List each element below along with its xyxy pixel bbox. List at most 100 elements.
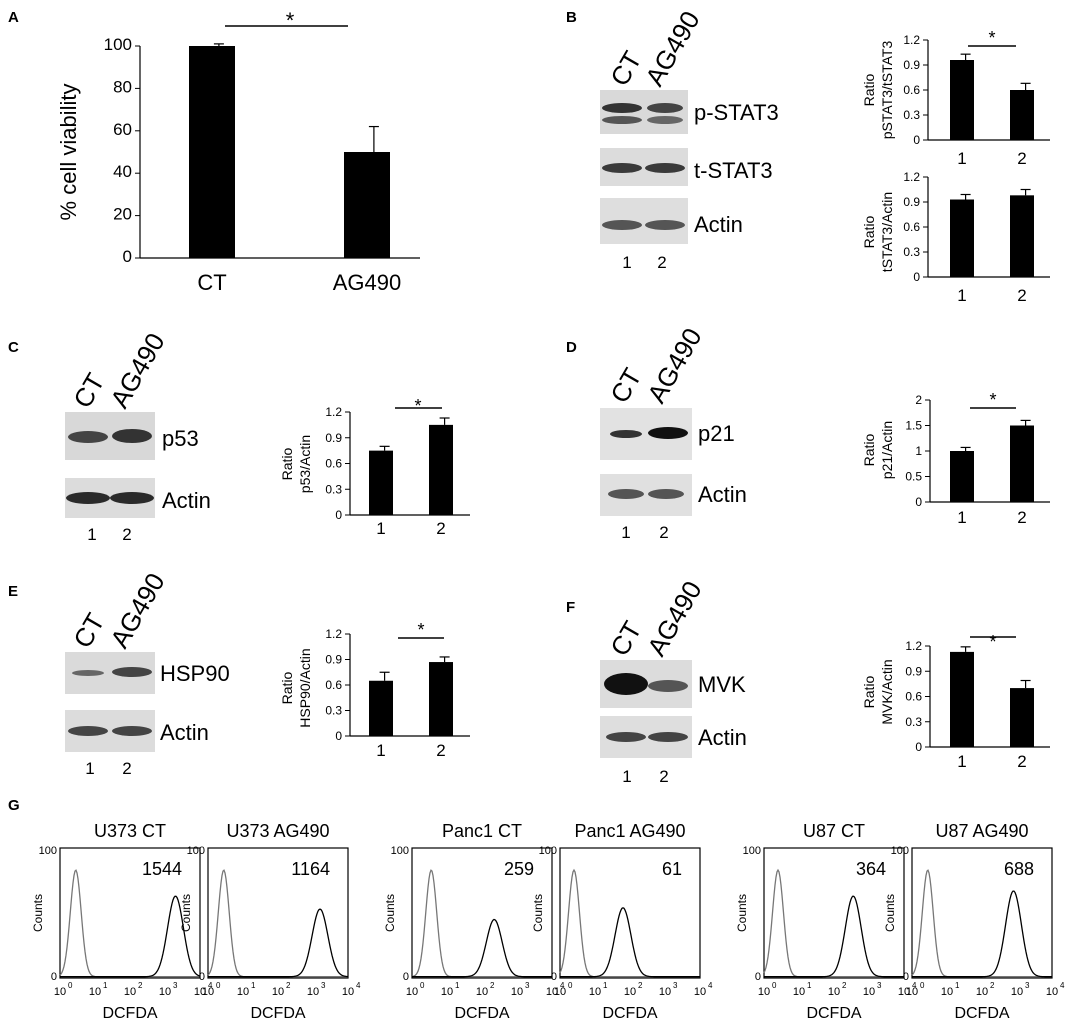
blot-c: CT AG490 p53 Actin 1 2 <box>65 328 211 544</box>
hist-4-xtick-exp-0: 0 <box>568 981 573 990</box>
hist-4-frame <box>559 847 701 979</box>
hist-2-control-curve <box>207 869 348 978</box>
hist-6-xtick-exp-4: 4 <box>1060 981 1065 990</box>
hist-3-xtick-1: 10 <box>441 986 453 998</box>
chart-c-ytick-label: 0.6 <box>325 457 342 471</box>
hist-6-ytick-0: 0 <box>903 971 909 983</box>
hist-2-xtick-1: 10 <box>237 986 249 998</box>
blot-b-band-actin-2 <box>645 220 685 230</box>
chart-c-ytick-label: 0 <box>335 508 342 522</box>
chart-b1-ylabel-2: pSTAT3/tSTAT3 <box>879 41 895 140</box>
blot-c-band-actin-2 <box>110 492 154 504</box>
blot-c-label-actin: Actin <box>162 488 211 513</box>
hist-2-xtick-3: 10 <box>307 986 319 998</box>
blot-b-band-pstat3-1a <box>602 103 642 113</box>
hist-1-xtick-exp-1: 1 <box>103 981 108 990</box>
chart-d-ylabel-1: Ratio <box>861 433 877 466</box>
hist-1-frame <box>59 847 201 979</box>
chart-d-ylabel-2: p21/Actin <box>879 421 895 479</box>
hist-3-ytick-100: 100 <box>391 845 409 857</box>
hist-4-xtick-1: 10 <box>589 986 601 998</box>
hist-5-ytick-0: 0 <box>755 971 761 983</box>
chart-a-ytick-label: 20 <box>113 205 132 224</box>
hist-4-ytick-0: 0 <box>551 971 557 983</box>
chart-b1: Ratio pSTAT3/tSTAT3 1 2 * 0 0.3 0.6 0.9 1.2 <box>861 28 1050 168</box>
blot-d-label-p21: p21 <box>698 421 735 446</box>
chart-b1-ytick-label: 0.3 <box>903 108 920 122</box>
chart-b2-ylabel-1: Ratio <box>861 215 877 248</box>
hist-6-ytick-100: 100 <box>891 845 909 857</box>
hist-5-xtick-2: 10 <box>828 986 840 998</box>
hist-2-value: 1164 <box>291 859 330 879</box>
blot-d-lane-ct: CT <box>604 363 647 408</box>
hist-4-xtick-exp-4: 4 <box>708 981 713 990</box>
blot-d-band-p21-1 <box>610 430 642 438</box>
chart-f-ytick-label: 0 <box>915 740 922 754</box>
hist-1-xtick-4: 10 <box>194 986 206 998</box>
chart-b1-bar-2 <box>1010 90 1034 140</box>
hist-5-xtick-exp-1: 1 <box>807 981 812 990</box>
blot-b: CT AG490 p-STAT3 t-STAT3 Actin 1 2 <box>600 6 779 272</box>
panel-label-a: A <box>8 9 19 26</box>
hist-6-xtick-2: 10 <box>976 986 988 998</box>
hist-5-xtick-exp-0: 0 <box>772 981 777 990</box>
chart-b2: Ratio tSTAT3/Actin 1 2 0 0.3 0.6 0.9 1.2 <box>861 170 1050 305</box>
chart-b2-ytick-label: 0.3 <box>903 245 920 259</box>
chart-f-ytick-label: 1.2 <box>905 639 922 653</box>
chart-c-bar-2 <box>429 424 453 515</box>
hist-3-xtick-0: 10 <box>406 986 418 998</box>
chart-b1-sig: * <box>988 28 995 48</box>
chart-d-cat-1: 1 <box>957 508 966 527</box>
chart-e-ylabel-2: HSP90/Actin <box>297 648 313 727</box>
hist-2-xtick-2: 10 <box>272 986 284 998</box>
hist-4-ytick-100: 100 <box>539 845 557 857</box>
blot-b-label-actin: Actin <box>694 212 743 237</box>
blot-c-band-p53-2 <box>112 429 152 443</box>
chart-b2-bar-1 <box>950 199 974 277</box>
blot-e-lane-ct: CT <box>67 608 110 653</box>
hist-3-xtick-exp-0: 0 <box>420 981 425 990</box>
chart-f-cat-2: 2 <box>1017 752 1026 771</box>
chart-c: Ratio p53/Actin 1 2 * 0 0.3 0.6 0.9 1.2 <box>279 396 470 538</box>
hist-1-xtick-1: 10 <box>89 986 101 998</box>
chart-b2-ytick-label: 1.2 <box>903 170 920 184</box>
hist-2-xtick-exp-0: 0 <box>216 981 221 990</box>
chart-a-ytick-label: 60 <box>113 120 132 139</box>
chart-b2-cat-1: 1 <box>957 286 966 305</box>
chart-e-ytick-label: 0.3 <box>325 704 342 718</box>
hist-4-xtick-exp-2: 2 <box>638 981 643 990</box>
chart-b1-cat-1: 1 <box>957 149 966 168</box>
hist-3-ylabel: Counts <box>383 894 397 932</box>
blot-d-lane-ag490: AG490 <box>641 323 707 408</box>
hist-5-xtick-exp-2: 2 <box>842 981 847 990</box>
hist-6-xtick-1: 10 <box>941 986 953 998</box>
chart-e-ytick-label: 1.2 <box>325 627 342 641</box>
blot-c-band-p53-1 <box>68 431 108 443</box>
chart-c-cat-1: 1 <box>376 519 385 538</box>
chart-c-ytick-label: 1.2 <box>325 405 342 419</box>
blot-b-lane-num-2: 2 <box>657 253 666 272</box>
hist-6-xtick-exp-0: 0 <box>920 981 925 990</box>
hist-1-xtick-3: 10 <box>159 986 171 998</box>
chart-a-sig: * <box>286 8 295 33</box>
chart-e-bar-2 <box>429 662 453 736</box>
hist-2-title: U373 AG490 <box>226 821 329 841</box>
hist-5-frame <box>763 847 905 979</box>
chart-a-ytick-label: 100 <box>104 35 132 54</box>
hist-3-treated-curve <box>412 918 552 978</box>
chart-b1-ytick-label: 1.2 <box>903 33 920 47</box>
chart-b1-cat-2: 2 <box>1017 149 1026 168</box>
chart-a: % cell viability CT AG490 * 0 20 40 60 80 100 <box>56 8 420 295</box>
hist-3-title: Panc1 CT <box>442 821 522 841</box>
hist-1-ylabel: Counts <box>31 894 45 932</box>
blot-c-band-actin-1 <box>66 492 110 504</box>
chart-f-sig: * <box>989 632 996 652</box>
blot-b-lane-ct: CT <box>604 46 647 91</box>
chart-c-ytick-label: 0.9 <box>325 431 342 445</box>
blot-d-label-actin: Actin <box>698 482 747 507</box>
chart-f: Ratio MVK/Actin 1 2 * 0 0.3 0.6 0.9 1.2 <box>861 632 1050 771</box>
chart-b2-ytick-label: 0 <box>913 270 920 284</box>
hist-4-xtick-2: 10 <box>624 986 636 998</box>
hist-6-frame <box>911 847 1053 979</box>
